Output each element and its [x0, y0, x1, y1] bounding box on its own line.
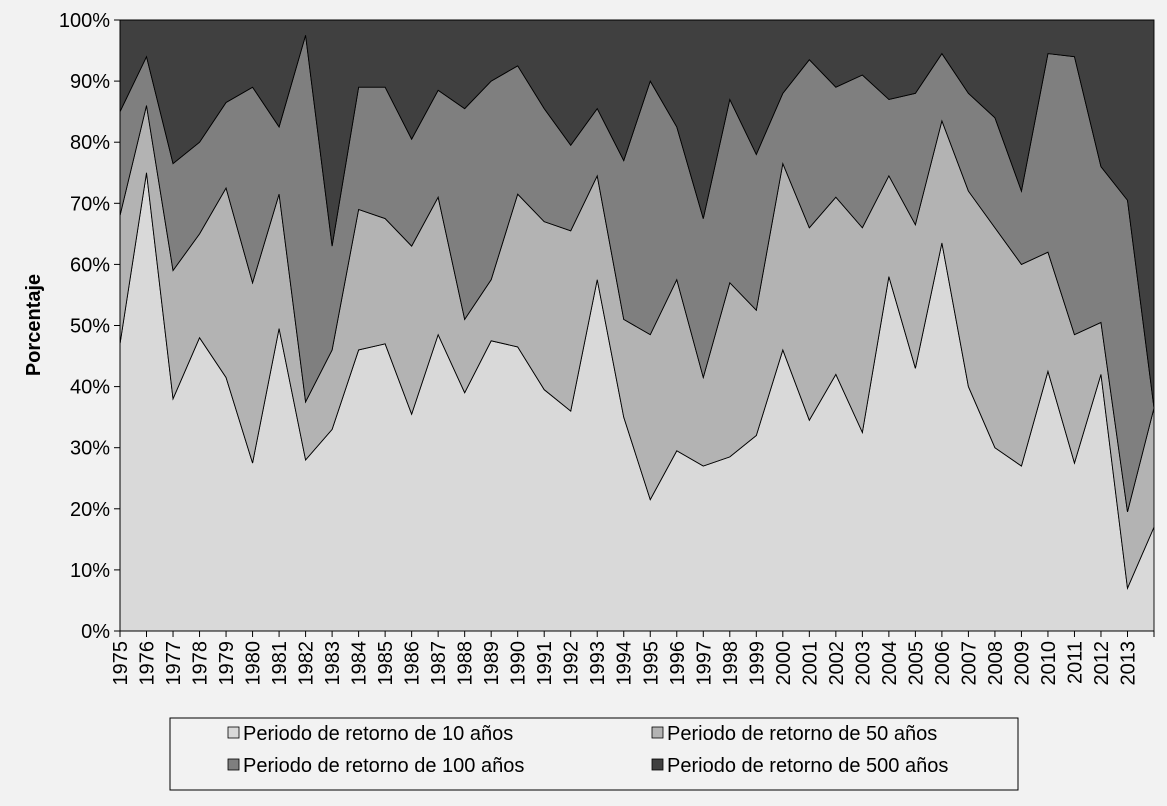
x-tick-label: 1991 [534, 641, 556, 686]
y-tick-label: 70% [70, 193, 110, 215]
legend-label-500: Periodo de retorno de 500 años [667, 755, 948, 777]
x-tick-label: 2000 [773, 641, 795, 686]
x-tick-label: 1990 [508, 641, 530, 686]
x-tick-label: 1998 [720, 641, 742, 686]
x-tick-label: 1986 [402, 641, 424, 686]
y-tick-label: 10% [70, 560, 110, 582]
area-return-period-500 [119, 19, 1155, 409]
y-tick-label: 40% [70, 377, 110, 399]
legend-label-10: Periodo de retorno de 10 años [243, 723, 513, 745]
x-tick-label: 2010 [1038, 641, 1060, 686]
y-tick-labels: 0% 10% 20% 30% 40% 50% 60% 70% 80% 90% 100% [59, 10, 110, 643]
legend-box [169, 717, 1019, 791]
legend-label-50: Periodo de retorno de 50 años [667, 723, 937, 745]
y-axis-label: Porcentaje [23, 274, 45, 376]
x-tick-label: 1994 [614, 641, 636, 686]
legend: Periodo de retorno de 10 años Periodo de … [169, 717, 1019, 791]
x-tick-label: 1985 [375, 641, 397, 686]
x-tick-label: 1975 [110, 641, 132, 686]
x-tick-label: 1996 [667, 641, 689, 686]
x-tick-label: 2006 [932, 641, 954, 686]
x-tick-label: 1989 [481, 641, 503, 686]
areas-layer [119, 19, 1155, 632]
x-tick-label: 1988 [455, 641, 477, 686]
x-tick-label: 2003 [852, 641, 874, 686]
y-tick-label: 80% [70, 132, 110, 154]
x-tick-label: 1999 [746, 641, 768, 686]
legend-swatch-500 [651, 758, 664, 771]
y-tick-label: 50% [70, 316, 110, 338]
x-tick-label: 2012 [1091, 641, 1113, 686]
x-tick-label: 1980 [243, 641, 265, 686]
legend-swatch-50 [651, 726, 664, 739]
x-tick-label: 1977 [163, 641, 185, 686]
x-tick-label: 1987 [428, 641, 450, 686]
x-tick-label: 2011 [1064, 641, 1086, 684]
x-tick-label: 1978 [190, 641, 212, 686]
y-tick-label: 100% [59, 10, 110, 32]
legend-swatch-10 [227, 726, 240, 739]
x-tick-label: 1995 [640, 641, 662, 686]
x-tick-label: 2001 [799, 641, 821, 686]
legend-swatch-100 [227, 758, 240, 771]
x-tick-label: 2002 [826, 641, 848, 686]
x-tick-label: 1997 [693, 641, 715, 686]
legend-label-100: Periodo de retorno de 100 años [243, 755, 524, 777]
x-tick-label: 1982 [296, 641, 318, 686]
y-tick-label: 0% [81, 621, 110, 643]
x-tick-label: 2009 [1011, 641, 1033, 686]
x-tick-label: 1981 [269, 641, 291, 686]
x-tick-label: 1984 [349, 641, 371, 686]
y-tick-label: 20% [70, 499, 110, 521]
x-tick-label: 2013 [1117, 641, 1139, 686]
y-tick-label: 90% [70, 71, 110, 93]
x-tick-label: 1993 [587, 641, 609, 686]
y-tick-label: 30% [70, 438, 110, 460]
x-tick-label: 2005 [905, 641, 927, 686]
x-tick-label: 1983 [322, 641, 344, 686]
x-tick-label: 1979 [216, 641, 238, 686]
x-tick-labels: 1975 1976 1977 1978 1979 1980 1981 1982 1983 1984… [110, 641, 1139, 686]
x-tick-label: 2004 [879, 641, 901, 686]
y-tick-label: 60% [70, 254, 110, 276]
axes-layer [114, 19, 1155, 637]
x-tick-label: 2008 [985, 641, 1007, 686]
x-tick-label: 1976 [137, 641, 159, 686]
x-tick-label: 1992 [561, 641, 583, 686]
x-tick-label: 2007 [958, 641, 980, 686]
